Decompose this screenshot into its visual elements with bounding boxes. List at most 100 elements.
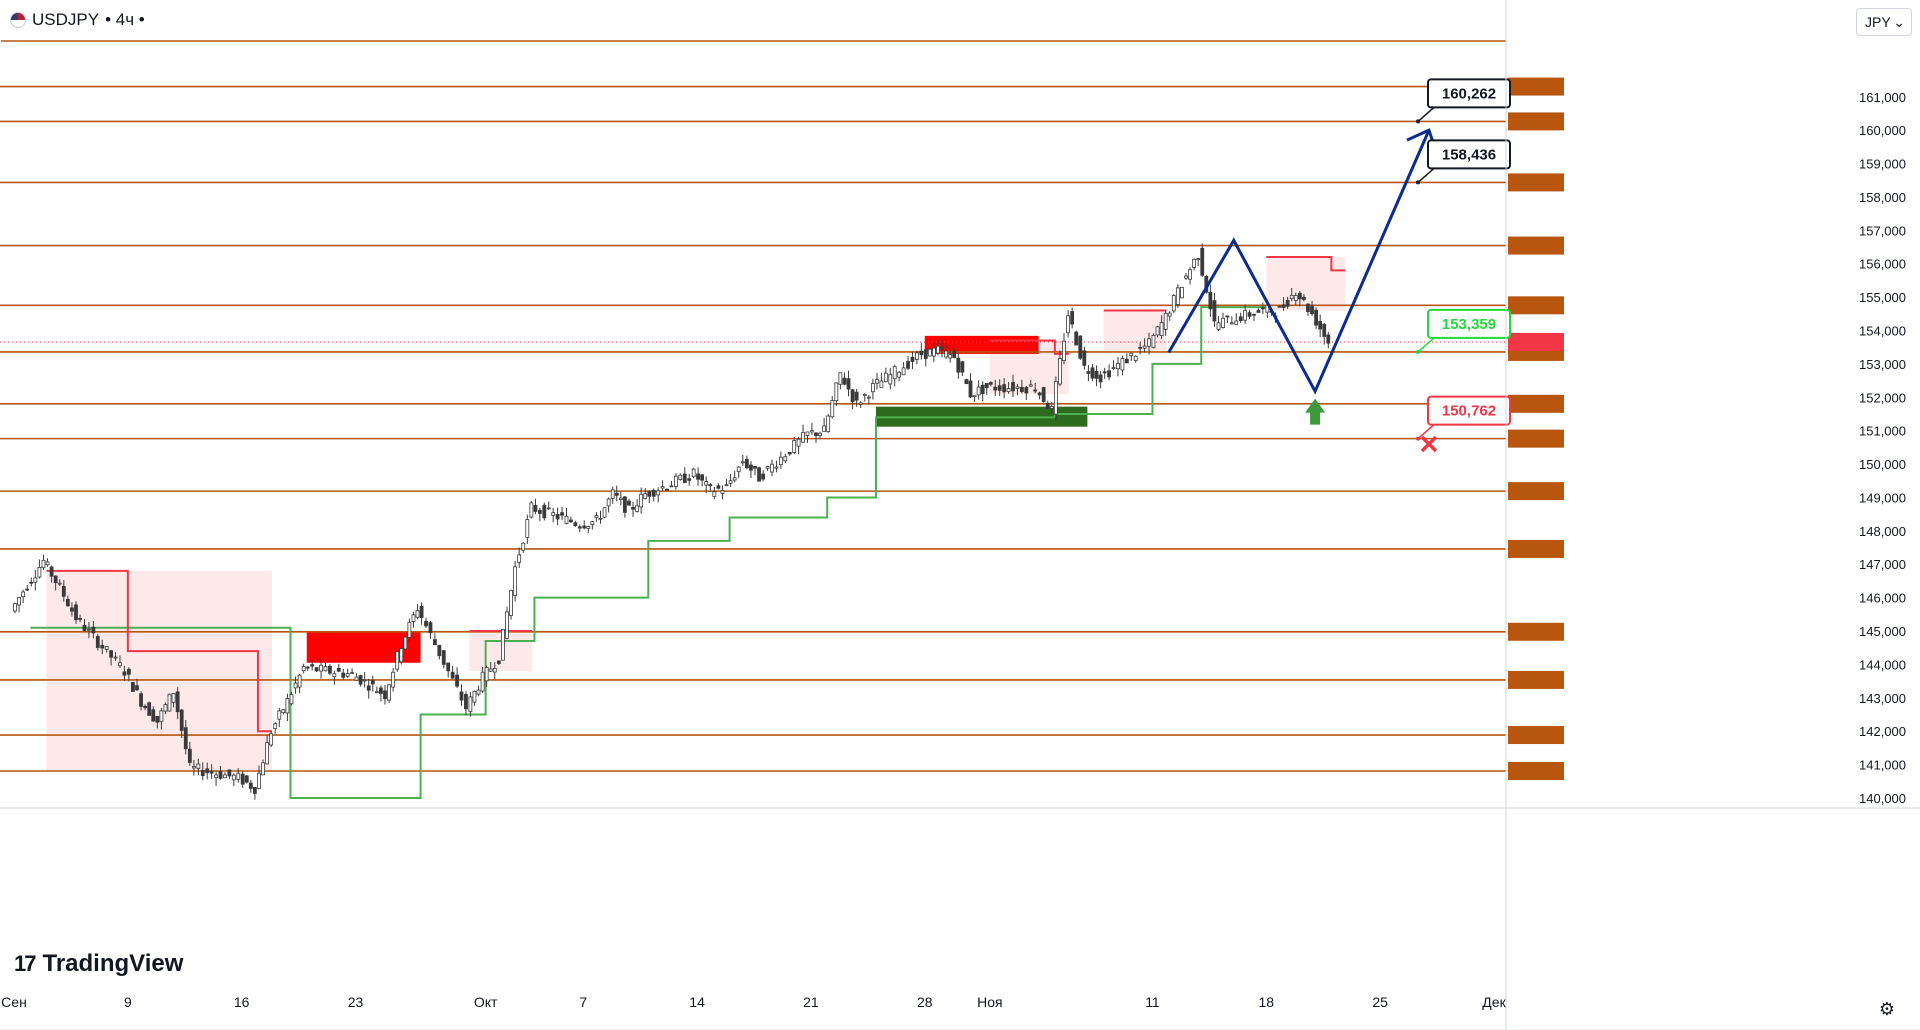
level-label: 160,262 bbox=[1863, 114, 1910, 129]
level-label: 150,762 bbox=[1863, 432, 1910, 447]
candle-body bbox=[656, 490, 661, 496]
candle-body bbox=[700, 474, 705, 481]
symbol-header[interactable]: USDJPY • 4ч • bbox=[10, 10, 145, 30]
level-label: 149,190 bbox=[1863, 484, 1910, 499]
up-arrow-icon bbox=[1305, 398, 1326, 425]
level-badge bbox=[1508, 622, 1564, 641]
candle-body bbox=[450, 671, 455, 679]
candle-body bbox=[45, 561, 50, 566]
candle-body bbox=[1318, 321, 1323, 330]
level-label: 158,436 bbox=[1863, 175, 1910, 190]
tradingview-name: TradingView bbox=[42, 950, 184, 977]
candle-body bbox=[1188, 269, 1192, 280]
callout-label: 150,762 bbox=[1442, 403, 1496, 420]
candle-body bbox=[1107, 370, 1112, 378]
candle-body bbox=[1285, 299, 1290, 307]
candle-body bbox=[665, 488, 669, 491]
candle-body bbox=[464, 694, 468, 710]
candle-body bbox=[407, 621, 412, 638]
y-tick-label: 141,000 bbox=[1859, 758, 1906, 773]
currency-select[interactable]: JPY ⌄ bbox=[1856, 8, 1912, 36]
candle-body bbox=[332, 673, 337, 678]
candle-body bbox=[555, 513, 560, 520]
candle-body bbox=[834, 382, 839, 402]
candle-body bbox=[753, 465, 757, 469]
candle-body bbox=[104, 645, 109, 650]
gear-icon[interactable]: ⚙ bbox=[1878, 999, 1896, 1019]
candle-body bbox=[87, 628, 91, 631]
us-flag-icon bbox=[10, 12, 26, 28]
candle-body bbox=[143, 705, 148, 709]
candle-body bbox=[113, 656, 118, 659]
resistance-line bbox=[46, 569, 272, 733]
candle-body bbox=[892, 366, 897, 380]
candle-body bbox=[151, 709, 156, 722]
callout-box bbox=[1427, 395, 1511, 426]
candle-body bbox=[33, 577, 38, 583]
candle-body bbox=[1247, 312, 1252, 317]
candle-body bbox=[712, 491, 717, 497]
candle-body bbox=[1171, 295, 1176, 312]
candle-body bbox=[1045, 403, 1050, 409]
candle-body bbox=[1082, 350, 1087, 366]
candle-body bbox=[336, 667, 341, 672]
level-badge bbox=[1508, 173, 1564, 192]
y-tick-label: 150,000 bbox=[1859, 457, 1906, 472]
candle-body bbox=[455, 674, 459, 687]
callout-pointer bbox=[1417, 424, 1435, 440]
callout-pointer bbox=[1417, 106, 1435, 122]
candle-body bbox=[395, 651, 400, 670]
candle-body bbox=[871, 383, 875, 393]
candle-body bbox=[323, 666, 328, 672]
candle-body bbox=[53, 575, 58, 584]
candle-body bbox=[573, 522, 578, 526]
candle-body bbox=[1216, 322, 1221, 330]
candle-body bbox=[273, 723, 278, 729]
candle-body bbox=[1302, 296, 1306, 300]
candle-body bbox=[1252, 313, 1256, 316]
candle-body bbox=[537, 509, 542, 514]
candle-body bbox=[732, 477, 737, 481]
callout-box bbox=[1427, 308, 1511, 339]
candle-body bbox=[424, 620, 428, 627]
candle-body bbox=[770, 463, 774, 473]
candle-body bbox=[350, 672, 355, 674]
candle-body bbox=[862, 393, 867, 396]
candle-body bbox=[936, 345, 940, 354]
level-label: 161,306 bbox=[1863, 80, 1910, 95]
candle-body bbox=[391, 671, 396, 688]
candle-body bbox=[496, 660, 501, 664]
candle-body bbox=[310, 664, 315, 667]
candle-body bbox=[49, 566, 54, 577]
candle-body bbox=[122, 671, 127, 676]
candle-body bbox=[167, 693, 172, 712]
level-badge bbox=[1508, 482, 1564, 501]
x-tick-label: 11 bbox=[1145, 994, 1160, 1010]
candle-body bbox=[618, 497, 623, 500]
candle-body bbox=[830, 400, 835, 418]
candle-body bbox=[1200, 247, 1205, 276]
candle-body bbox=[704, 481, 709, 486]
candle-body bbox=[1277, 305, 1282, 308]
candle-body bbox=[1028, 384, 1033, 387]
candle-body bbox=[1053, 380, 1058, 415]
candle-body bbox=[17, 597, 21, 606]
callouts: 160,262 158,436 153,359 150,762 bbox=[1416, 78, 1511, 441]
candle-body bbox=[196, 763, 201, 769]
y-tick-label: 160,000 bbox=[1859, 123, 1906, 138]
level-label: 154,754 bbox=[1863, 298, 1911, 313]
candle-body bbox=[218, 771, 223, 779]
band-lines bbox=[30, 256, 1346, 799]
candle-body bbox=[314, 667, 319, 672]
candle-body bbox=[297, 674, 302, 688]
candle-body bbox=[492, 668, 497, 673]
candle-body bbox=[901, 367, 906, 376]
candle-body bbox=[564, 515, 569, 524]
candle-body bbox=[643, 493, 648, 500]
candle-body bbox=[631, 507, 635, 510]
candle-body bbox=[1111, 367, 1116, 370]
levels: 161,306 160,262 158,436 156,544 154,754 153,3… bbox=[0, 40, 1911, 781]
candle-body bbox=[976, 386, 981, 396]
candle-body bbox=[223, 774, 227, 779]
